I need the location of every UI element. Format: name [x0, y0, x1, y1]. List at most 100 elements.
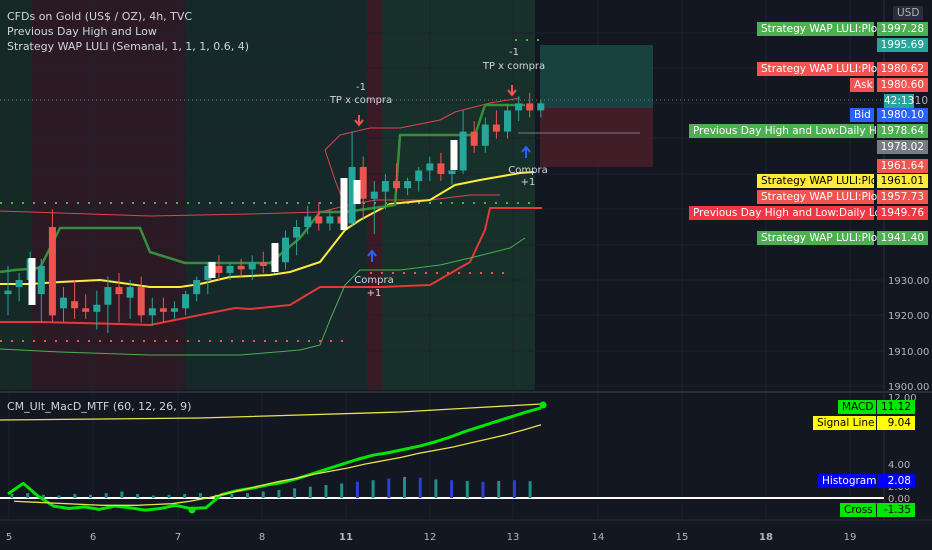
candle [537, 99, 545, 118]
candle-body [504, 110, 511, 132]
buy-arrow-2 [521, 145, 531, 158]
macd-tick-label: 12.00 [888, 393, 917, 404]
study-wap-luli: Strategy WAP LULI (Semanal, 1, 1, 1, 0.6… [7, 40, 250, 53]
candle-body [159, 308, 167, 312]
signal-candle [353, 180, 361, 204]
macd-histogram-bar [324, 485, 328, 498]
tp1-label: TP x compra [329, 95, 392, 106]
candle [48, 209, 56, 323]
price-value-label: 1980.62 [877, 62, 928, 76]
macd-line [7, 406, 542, 512]
macd-histogram-bar [167, 494, 171, 498]
macd-histogram-bar [261, 491, 265, 498]
indicator-name-label: Strategy WAP LULI:Plot [757, 231, 881, 245]
candle [237, 258, 245, 277]
time-tick-label: 12 [424, 532, 437, 543]
candle-body [304, 216, 312, 228]
session-bg [382, 0, 535, 390]
candle [159, 297, 167, 323]
signal-line [13, 424, 542, 506]
macd-histogram-bar [481, 481, 485, 498]
buy2-label: Compra [508, 165, 547, 176]
price-value-label: 1957.73 [877, 190, 928, 204]
macd-name-label: MACD [838, 400, 876, 414]
candle [137, 276, 145, 323]
candle-body [537, 103, 545, 111]
candle [82, 294, 90, 319]
candle-body [348, 166, 356, 224]
indicator-name-label: Previous Day High and Low:Daily High [689, 124, 893, 138]
macd-histogram-bar [450, 480, 454, 498]
candle-body [82, 308, 90, 312]
candle [304, 205, 312, 235]
tp2-qty: -1 [509, 47, 519, 58]
macd-name-label: Signal Line [813, 416, 876, 430]
price-value-label: 1961.64 [877, 159, 928, 173]
candle-body [326, 216, 334, 224]
macd-histogram-bar [198, 493, 202, 498]
macd-histogram-bar [512, 480, 516, 498]
indicator-name-label: Strategy WAP LULI:Plot [757, 190, 881, 204]
macd-name-label: Histogram [818, 474, 876, 488]
candle-body [215, 265, 223, 273]
price-value-label: 1978.02 [877, 140, 928, 154]
buy1-qty: +1 [367, 288, 382, 299]
candle [4, 265, 12, 316]
candle-body [104, 287, 112, 305]
take-profit-zone [540, 45, 653, 108]
candle [404, 177, 412, 196]
signal-candle [340, 178, 348, 230]
candle-body [60, 297, 67, 309]
candle-body [359, 166, 367, 199]
candle-body [404, 181, 412, 189]
currency-label[interactable]: USD [893, 6, 924, 20]
price-value-label: 1980.60 [877, 78, 928, 92]
macd-histogram-bar [73, 493, 77, 498]
time-tick-label: 14 [592, 532, 605, 543]
candle-body [193, 280, 201, 295]
macd-histogram-bar [371, 480, 375, 498]
candle [492, 110, 500, 139]
candle [115, 272, 123, 323]
tp-arrow-2 [507, 85, 517, 97]
price-tick-label: 1910.00 [888, 347, 929, 358]
candle [437, 152, 445, 182]
candle-body [204, 265, 212, 281]
candle-body [437, 163, 445, 175]
candle [248, 255, 256, 281]
macd-histogram-bar [293, 488, 297, 498]
candle [504, 103, 511, 139]
candle-body [426, 163, 434, 171]
candle-body [259, 262, 267, 266]
candle-body [148, 308, 156, 316]
signal-candle [271, 243, 279, 272]
macd-histogram-bar [497, 480, 501, 498]
time-tick-label: 15 [676, 532, 689, 543]
session-bg [0, 0, 32, 390]
candle-body [415, 170, 423, 182]
candle-body [293, 227, 301, 238]
time-tick-label: 18 [759, 532, 773, 543]
indicator-name-label: Strategy WAP LULI:Plot [757, 174, 881, 188]
candle-body [226, 265, 234, 273]
candle [37, 258, 45, 323]
stop-loss-zone [540, 108, 653, 167]
macd-end-dot [539, 401, 547, 409]
macd-value-label: 11.12 [877, 400, 915, 414]
macd-histogram-bar [403, 476, 406, 498]
candle [259, 251, 267, 273]
macd-histogram-bar [528, 481, 532, 498]
candle-body [481, 124, 489, 146]
candle [193, 276, 201, 302]
candle-body [492, 124, 500, 132]
candle [93, 290, 101, 330]
candle-body [4, 290, 12, 295]
candle-body [182, 294, 190, 309]
candle-body [71, 301, 79, 309]
candle-body [515, 103, 523, 111]
time-tick-label: 11 [339, 532, 353, 543]
candle [426, 156, 434, 182]
buy1-label: Compra [354, 275, 393, 286]
buy-arrow-1 [367, 249, 377, 262]
